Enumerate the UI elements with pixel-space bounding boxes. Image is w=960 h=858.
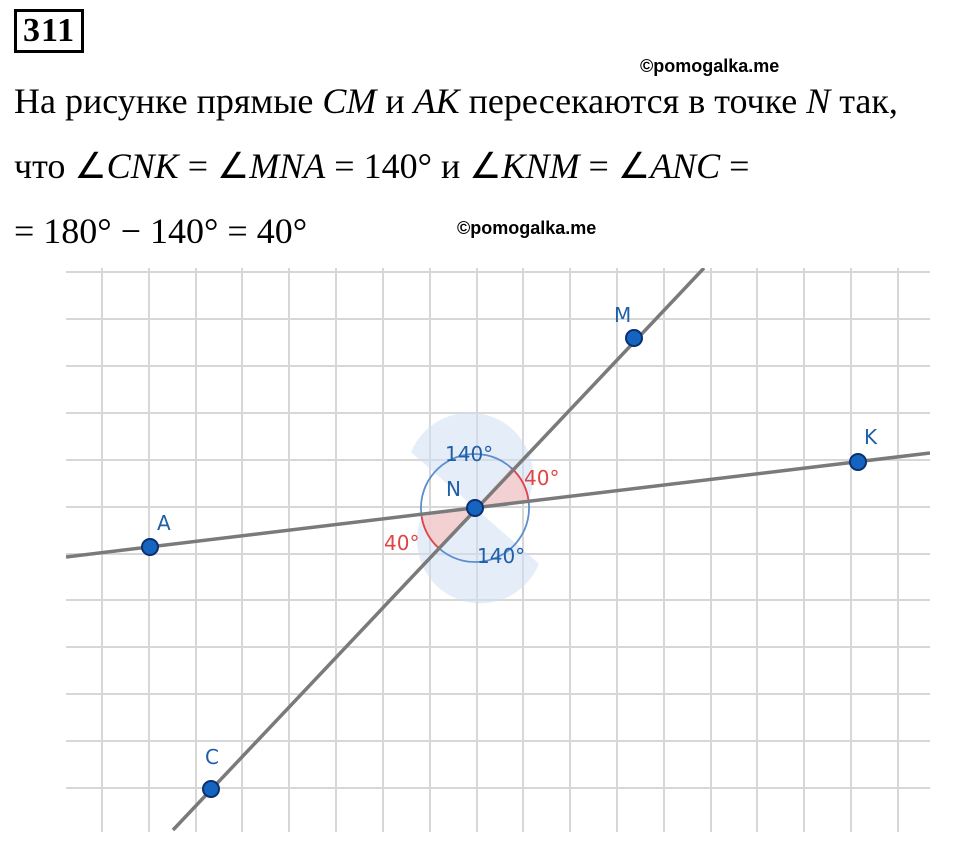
watermark: ©pomogalka.me: [640, 56, 780, 76]
label-k: K: [864, 425, 878, 449]
angle-label-140-top: 140°: [445, 442, 493, 466]
point-n: [466, 499, 484, 517]
text-line-1: На рисунке прямые CM и AK пересекаются в…: [14, 81, 898, 121]
label-m: M: [614, 303, 631, 327]
point-c: [202, 780, 220, 798]
point-m: [625, 329, 643, 347]
angle-label-40-right: 40°: [524, 466, 559, 490]
point-k: [849, 453, 867, 471]
text-line-2: что ∠CNK = ∠MNA = 140° и ∠KNM = ∠ANC =: [14, 146, 750, 186]
problem-number: 311: [14, 9, 85, 53]
angle-label-40-left: 40°: [384, 531, 419, 555]
label-n: N: [446, 477, 461, 501]
point-a: [141, 538, 159, 556]
angle-40-lower-arc: [420, 516, 440, 549]
text-line-3: = 180° − 140° = 40°: [14, 211, 308, 251]
label-c: C: [205, 745, 219, 769]
watermark: ©pomogalka.me: [457, 218, 597, 238]
angle-40-lower: [421, 508, 475, 549]
line-cm: [171, 268, 706, 832]
angle-label-140-bottom: 140°: [477, 544, 525, 568]
label-a: A: [157, 511, 171, 535]
line-ak: [66, 451, 930, 559]
grid: [66, 268, 930, 832]
